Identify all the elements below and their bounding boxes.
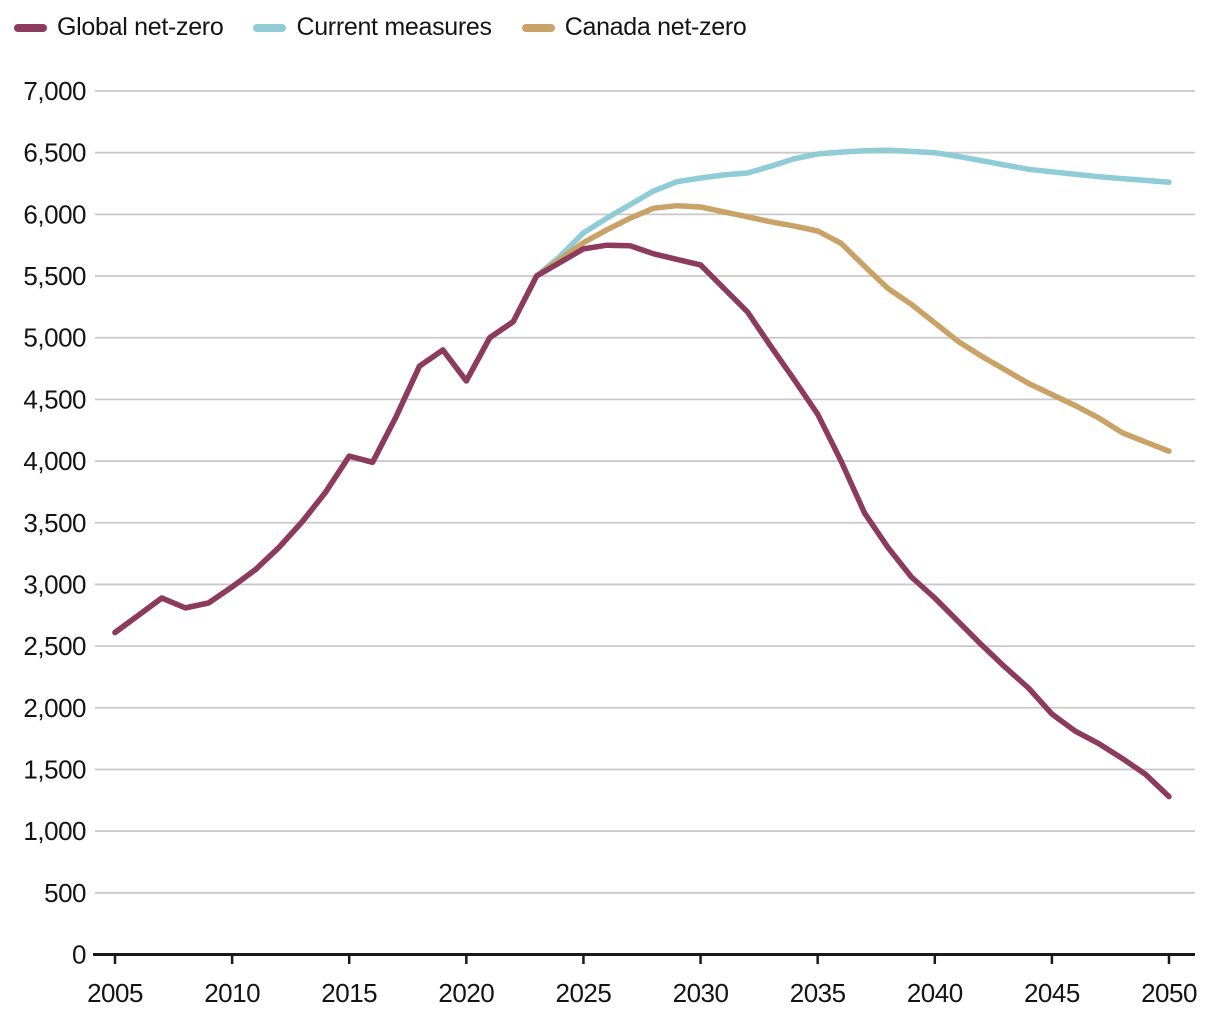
x-tick-label: 2045 xyxy=(1024,978,1080,1008)
y-tick-label: 3,500 xyxy=(23,508,86,538)
y-tick-label: 6,500 xyxy=(23,138,86,168)
x-tick-label: 2010 xyxy=(204,978,260,1008)
chart-legend: Global net-zero Current measures Canada ne… xyxy=(14,13,747,42)
series-line-global-net-zero xyxy=(112,242,1172,800)
y-tick-label: 2,000 xyxy=(23,693,86,723)
series-line-canada-net-zero xyxy=(112,202,1172,636)
y-tick-label: 5,500 xyxy=(23,261,86,291)
series-line-current-measures xyxy=(112,147,1172,636)
y-tick-label: 7,000 xyxy=(23,76,86,106)
y-tick-label: 500 xyxy=(44,878,86,908)
legend-swatch-current-measures xyxy=(253,23,287,32)
y-tick-label: 3,000 xyxy=(23,569,86,599)
y-tick-label: 0 xyxy=(72,940,86,970)
x-tick-label: 2050 xyxy=(1141,978,1197,1008)
legend-label: Current measures xyxy=(296,13,492,41)
y-tick-label: 1,000 xyxy=(23,816,86,846)
y-tick-label: 2,500 xyxy=(23,631,86,661)
x-tick-label: 2030 xyxy=(673,978,729,1008)
legend-item-current-measures: Current measures xyxy=(253,13,492,42)
y-tick-label: 5,000 xyxy=(23,323,86,353)
y-tick-label: 1,500 xyxy=(23,754,86,784)
x-tick-label: 2025 xyxy=(556,978,612,1008)
y-tick-label: 6,000 xyxy=(23,199,86,229)
x-tick-label: 2040 xyxy=(907,978,963,1008)
legend-swatch-global-net-zero xyxy=(14,23,47,32)
y-tick-label: 4,000 xyxy=(23,446,86,476)
legend-item-global-net-zero: Global net-zero xyxy=(14,13,224,42)
legend-label: Global net-zero xyxy=(57,13,224,41)
legend-item-canada-net-zero: Canada net-zero xyxy=(521,13,747,42)
x-tick-label: 2020 xyxy=(438,978,494,1008)
y-tick-label: 4,500 xyxy=(23,384,86,414)
x-tick-label: 2035 xyxy=(790,978,846,1008)
x-tick-label: 2015 xyxy=(321,978,377,1008)
legend-label: Canada net-zero xyxy=(564,13,747,41)
x-tick-label: 2005 xyxy=(87,978,143,1008)
legend-swatch-canada-net-zero xyxy=(521,23,555,32)
